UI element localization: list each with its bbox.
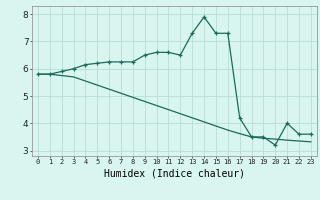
X-axis label: Humidex (Indice chaleur): Humidex (Indice chaleur) bbox=[104, 168, 245, 178]
